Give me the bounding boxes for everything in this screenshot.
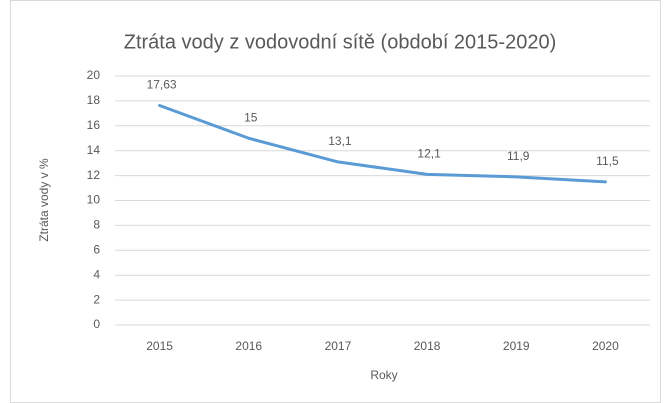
y-tick-label: 12: [87, 168, 101, 182]
x-tick-label: 2016: [235, 339, 262, 353]
data-line: [158, 104, 607, 184]
x-tick-label: 2018: [414, 339, 441, 353]
y-tick-label: 6: [93, 242, 100, 256]
chart-title: Ztráta vody z vodovodní sítě (období 201…: [124, 31, 557, 53]
data-label: 15: [244, 110, 258, 124]
y-tick-label: 14: [87, 143, 101, 157]
y-tick-label: 4: [93, 267, 100, 281]
y-tick-label: 10: [87, 193, 101, 207]
y-tick-label: 20: [87, 68, 101, 82]
x-tick-label: 2015: [146, 339, 173, 353]
data-label: 11,9: [507, 149, 530, 163]
data-label: 12,1: [417, 147, 441, 161]
data-label: 17,63: [147, 78, 177, 92]
y-tick-label: 2: [93, 292, 100, 306]
y-tick-label: 0: [93, 317, 100, 331]
y-tick-label: 8: [93, 218, 100, 232]
y-tick-label: 18: [87, 93, 101, 107]
x-tick-label: 2017: [325, 339, 352, 353]
data-label: 13,1: [328, 134, 352, 148]
y-tick-label: 16: [87, 118, 101, 132]
data-label: 11,5: [596, 154, 619, 168]
x-tick-label: 2019: [503, 339, 530, 353]
x-axis-label: Roky: [370, 368, 397, 382]
chart-frame: [10, 0, 661, 403]
x-tick-label: 2020: [592, 339, 619, 353]
y-axis-label: Ztráta vody v %: [37, 158, 51, 242]
